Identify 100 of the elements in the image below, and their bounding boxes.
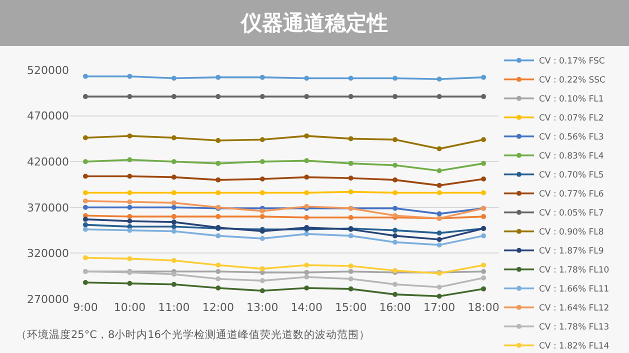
point <box>260 208 265 214</box>
point <box>82 94 88 100</box>
legend-label: CV : 0.05% FL7 <box>539 208 604 219</box>
point <box>171 228 176 234</box>
point <box>392 76 398 81</box>
point <box>260 214 265 220</box>
point <box>171 190 176 196</box>
point <box>436 211 442 216</box>
x-tick-label: 9:00 <box>73 301 98 314</box>
point <box>436 146 442 152</box>
y-tick-label: 370000 <box>27 201 69 214</box>
point <box>216 276 221 282</box>
point <box>127 280 132 286</box>
x-tick-label: 15:00 <box>334 301 367 314</box>
point <box>348 160 354 166</box>
point <box>304 231 310 236</box>
point <box>392 292 398 297</box>
x-tick-label: 11:00 <box>158 301 190 314</box>
point <box>392 162 398 168</box>
point <box>304 262 310 268</box>
y-tick-label: 320000 <box>27 247 69 260</box>
point <box>436 190 442 196</box>
point <box>171 204 176 210</box>
x-tick-label: 12:00 <box>202 301 234 314</box>
point <box>481 190 486 196</box>
point <box>82 74 88 79</box>
point <box>304 286 310 291</box>
point <box>481 275 486 280</box>
point <box>481 269 486 274</box>
legend-label: CV : 0.10% FL1 <box>539 94 604 105</box>
legend-label: CV : 1.78% FL13 <box>539 322 610 333</box>
point <box>481 74 486 80</box>
legend-label: CV : 0.90% FL8 <box>539 228 604 238</box>
point <box>348 94 354 100</box>
point <box>260 137 265 142</box>
point <box>127 256 132 262</box>
point <box>260 176 265 182</box>
point <box>127 74 132 79</box>
point <box>348 189 354 194</box>
point <box>304 94 310 100</box>
point <box>127 218 132 224</box>
point <box>392 282 398 287</box>
point <box>127 199 132 204</box>
chart-title: 仪器通道稳定性 <box>0 0 629 46</box>
point <box>216 233 221 238</box>
point <box>348 233 354 238</box>
point <box>304 174 310 180</box>
point <box>304 274 310 280</box>
x-tick-label: 13:00 <box>246 301 278 314</box>
point <box>260 266 265 272</box>
point <box>481 176 486 182</box>
point <box>171 224 176 230</box>
legend-label: CV : 0.56% FL3 <box>539 132 604 143</box>
point <box>392 233 398 238</box>
legend-label: CV : 0.07% FL2 <box>539 114 604 124</box>
point <box>82 216 88 222</box>
point <box>82 255 88 260</box>
point <box>348 276 354 282</box>
legend-label: CV : 0.17% FSC <box>539 56 605 67</box>
point <box>481 262 486 268</box>
point <box>171 135 176 140</box>
point <box>392 94 398 100</box>
point <box>216 177 221 182</box>
point <box>436 294 442 299</box>
point <box>392 240 398 245</box>
point <box>348 176 354 181</box>
text: （环境温度25°C，8小时内16个光学检测通道峰值荧光道数的波动范围） <box>16 328 370 341</box>
point <box>304 214 310 220</box>
point <box>481 214 486 220</box>
point <box>348 214 354 220</box>
point <box>82 190 88 196</box>
point <box>436 236 442 242</box>
x-tick-label: 10:00 <box>114 301 146 314</box>
point <box>216 138 221 144</box>
legend-label: CV : 1.78% FL10 <box>539 266 610 276</box>
legend-label: CV : 1.82% FL14 <box>539 342 610 352</box>
point <box>216 74 221 80</box>
point <box>216 94 221 100</box>
legend-label: CV : 1.87% FL9 <box>539 246 604 257</box>
point <box>481 233 486 238</box>
point <box>260 94 265 100</box>
point <box>436 284 442 290</box>
y-tick-label: 520000 <box>27 64 69 77</box>
point <box>392 228 398 233</box>
point <box>481 94 486 100</box>
point <box>127 133 132 138</box>
point <box>171 220 176 225</box>
legend-label: CV : 0.70% FL5 <box>539 170 604 181</box>
point <box>82 204 88 210</box>
point <box>82 159 88 164</box>
point <box>171 76 176 81</box>
point <box>260 288 265 294</box>
point <box>260 159 265 164</box>
point <box>127 157 132 162</box>
point <box>304 270 310 275</box>
point <box>392 137 398 142</box>
point <box>260 190 265 196</box>
x-tick-label: 16:00 <box>379 301 411 314</box>
point <box>304 76 310 81</box>
point <box>82 174 88 179</box>
